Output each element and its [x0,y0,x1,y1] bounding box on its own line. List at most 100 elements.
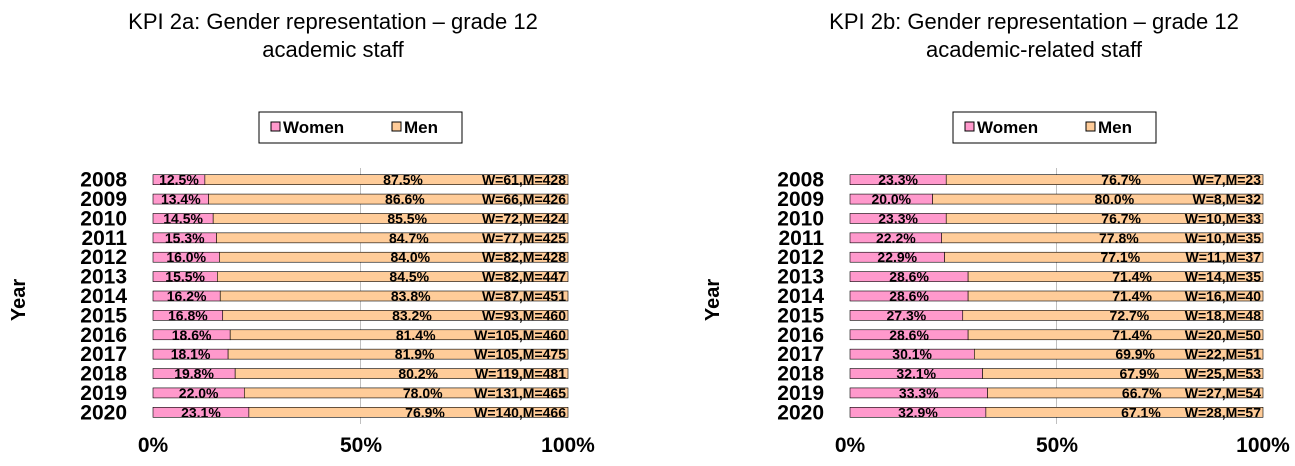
chart-title-line-2: academic staff [262,37,404,62]
bar-men [219,290,569,302]
data-label-men: 87.5% [383,172,423,188]
legend-frame [952,111,1157,144]
y-tick-label: 2020 [777,401,824,424]
data-label-counts: W=105,M=475 [474,346,566,362]
bar-men [974,348,1264,360]
data-label-counts: W=14,M=35 [1185,269,1261,285]
bar-men [248,407,569,418]
data-label-women: 18.6% [172,327,212,343]
data-label-men: 80.0% [1094,191,1134,207]
bar-men [941,232,1264,244]
data-label-counts: W=20,M=50 [1185,327,1261,343]
y-tick-label: 2020 [80,401,127,424]
data-label-counts: W=22,M=51 [1185,346,1261,362]
bar-men [945,213,1264,224]
y-tick-label: 2016 [80,324,127,347]
legend-label-women: Women [977,118,1038,137]
data-label-counts: W=140,M=466 [474,404,566,420]
y-tick-label: 2009 [80,188,127,211]
data-label-women: 22.2% [876,230,916,246]
data-label-counts: W=93,M=460 [482,307,566,323]
y-tick-label: 2011 [778,227,824,250]
y-tick-label: 2019 [80,382,127,405]
y-tick-label: 2016 [777,324,824,347]
y-tick-label: 2010 [80,207,127,230]
data-label-men: 83.8% [391,288,431,304]
bar-men [967,271,1264,282]
y-tick-label: 2015 [80,304,127,327]
data-label-men: 77.8% [1099,230,1139,246]
bar-men [962,310,1264,321]
data-label-men: 78.0% [403,385,443,401]
data-label-women: 27.3% [887,307,927,323]
y-tick-label: 2017 [80,343,127,366]
y-tick-label: 2008 [777,169,824,192]
y-axis-title: Year [8,279,30,321]
bar-men [234,368,569,379]
data-label-counts: W=77,M=425 [482,230,566,246]
data-label-men: 86.6% [385,191,425,207]
y-tick-label: 2010 [777,207,824,230]
data-label-women: 32.1% [896,366,936,382]
data-label-women: 12.5% [159,172,199,188]
x-tick-0: 0% [835,434,866,457]
data-label-women: 14.5% [163,210,203,226]
x-tick-0: 0% [138,434,169,457]
bar-men [212,213,569,224]
y-tick-label: 2009 [777,188,824,211]
chart-legend: Women Men [952,111,1157,144]
chart-title-line-1: KPI 2a: Gender representation – grade 12 [128,9,538,34]
data-label-counts: W=66,M=426 [482,191,566,207]
data-label-counts: W=11,M=37 [1186,249,1262,265]
bar-men [244,387,569,399]
data-label-men: 76.7% [1101,210,1141,226]
y-tick-label: 2018 [80,363,127,386]
chart-title-line-1: KPI 2b: Gender representation – grade 12 [829,9,1239,34]
legend-label-men: Men [1098,118,1132,137]
y-tick-label: 2014 [80,285,127,308]
legend-label-women: Women [283,118,344,137]
data-label-counts: W=10,M=35 [1185,230,1261,246]
bar-men [985,407,1264,418]
data-label-counts: W=28,M=57 [1185,404,1261,420]
data-label-men: 81.9% [395,346,435,362]
data-label-women: 15.3% [165,230,205,246]
data-label-women: 16.0% [166,249,206,265]
data-label-men: 76.9% [405,404,445,420]
chart-kpi-2a: KPI 2a: Gender representation – grade 12… [8,9,595,457]
data-label-counts: W=131,M=465 [474,385,566,401]
x-tick-100: 100% [1236,434,1290,457]
y-axis-title: Year [702,279,724,321]
bar-men [227,348,569,360]
data-label-men: 83.2% [392,307,432,323]
data-label-counts: W=8,M=32 [1193,191,1262,207]
bar-men [932,193,1264,205]
y-tick-label: 2017 [777,343,824,366]
data-label-counts: W=119,M=481 [475,366,566,382]
x-tick-50: 50% [340,434,382,457]
data-label-counts: W=16,M=40 [1185,288,1261,304]
x-tick-100: 100% [541,434,595,457]
data-label-counts: W=18,M=48 [1185,307,1261,323]
bar-men [967,329,1264,341]
bar-men [216,232,569,244]
data-label-men: 80.2% [398,366,438,382]
data-label-men: 71.4% [1112,288,1152,304]
y-tick-label: 2014 [777,285,824,308]
y-tick-label: 2012 [80,246,127,269]
data-label-counts: W=82,M=428 [482,249,566,265]
y-tick-label: 2018 [777,363,824,386]
data-label-counts: W=61,M=428 [482,172,566,188]
data-label-men: 76.7% [1101,172,1141,188]
data-label-women: 33.3% [899,385,939,401]
data-label-men: 67.1% [1121,404,1161,420]
data-label-men: 84.0% [390,249,430,265]
legend-label-men: Men [404,118,438,137]
y-tick-label: 2013 [80,266,127,289]
bar-men [945,174,1264,185]
data-label-women: 30.1% [892,346,932,362]
data-label-men: 77.1% [1100,249,1140,265]
bar-men [204,174,569,185]
legend-swatch-women [964,121,975,132]
